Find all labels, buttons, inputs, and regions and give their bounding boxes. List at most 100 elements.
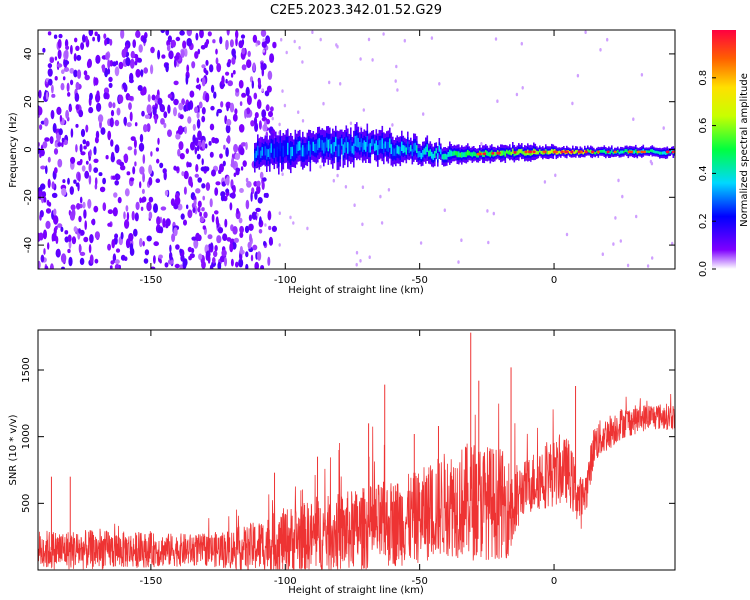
noise-blob bbox=[146, 201, 152, 212]
noise-blob bbox=[53, 148, 59, 155]
noise-speck bbox=[515, 92, 519, 97]
signal-peak bbox=[613, 150, 617, 154]
noise-blob bbox=[148, 164, 153, 175]
signal-band-core bbox=[522, 151, 525, 155]
noise-blob bbox=[217, 261, 222, 269]
signal-band-core bbox=[395, 147, 397, 157]
noise-blob bbox=[229, 39, 234, 48]
noise-blob bbox=[114, 144, 120, 154]
noise-blob bbox=[43, 117, 49, 127]
noise-speck bbox=[671, 241, 674, 246]
noise-blob bbox=[163, 111, 168, 119]
noise-blob bbox=[141, 188, 145, 194]
signal-band-core bbox=[309, 144, 312, 157]
noise-speck bbox=[565, 232, 569, 237]
noise-blob bbox=[262, 177, 267, 182]
signal-band-core bbox=[531, 150, 534, 155]
noise-blob bbox=[93, 146, 97, 156]
signal-peak bbox=[584, 150, 588, 154]
signal-band-core bbox=[576, 149, 579, 153]
y-tick-label: 1500 bbox=[21, 357, 32, 382]
signal-band-core bbox=[489, 151, 492, 158]
signal-band-core bbox=[626, 149, 628, 153]
signal-peak bbox=[482, 152, 487, 156]
noise-blob bbox=[110, 109, 115, 117]
signal-band-core bbox=[317, 139, 319, 151]
noise-speck bbox=[395, 64, 398, 69]
signal-band-core bbox=[329, 138, 331, 149]
noise-blob bbox=[201, 207, 205, 212]
noise-speck bbox=[281, 172, 284, 176]
noise-blob bbox=[223, 144, 226, 150]
signal-peak bbox=[642, 150, 647, 154]
signal-band-core bbox=[573, 151, 576, 155]
noise-blob bbox=[175, 133, 181, 140]
noise-blob bbox=[56, 63, 63, 68]
noise-blob bbox=[167, 129, 172, 137]
noise-blob bbox=[39, 210, 44, 218]
signal-band-core bbox=[578, 152, 580, 155]
noise-speck bbox=[361, 222, 364, 227]
noise-blob bbox=[191, 236, 197, 241]
signal-peak bbox=[513, 151, 517, 154]
noise-blob bbox=[192, 134, 196, 144]
noise-blob bbox=[253, 116, 258, 126]
signal-band-core bbox=[276, 146, 279, 157]
signal-band-core bbox=[554, 149, 556, 152]
noise-speck bbox=[521, 86, 524, 90]
noise-speck bbox=[492, 211, 495, 216]
noise-blob bbox=[201, 183, 206, 189]
noise-blob bbox=[272, 41, 277, 49]
noise-blob bbox=[133, 228, 138, 237]
noise-blob bbox=[104, 38, 108, 46]
noise-blob bbox=[79, 251, 86, 256]
signal-band-core bbox=[369, 143, 372, 153]
signal-band-core bbox=[263, 147, 265, 156]
signal-band-core bbox=[425, 146, 427, 155]
noise-speck bbox=[443, 208, 446, 212]
signal-band-core bbox=[284, 144, 286, 154]
noise-blob bbox=[192, 207, 196, 214]
noise-speck bbox=[362, 108, 365, 112]
noise-blob bbox=[261, 40, 267, 49]
signal-peak bbox=[606, 150, 610, 154]
noise-blob bbox=[215, 216, 219, 226]
noise-blob bbox=[84, 35, 88, 43]
noise-blob bbox=[55, 236, 59, 244]
noise-blob bbox=[88, 175, 92, 185]
noise-speck bbox=[262, 38, 265, 42]
noise-blob bbox=[83, 145, 87, 150]
noise-blob bbox=[109, 38, 113, 46]
signal-band-core bbox=[396, 145, 399, 154]
noise-blob bbox=[210, 105, 215, 111]
noise-blob bbox=[170, 39, 176, 48]
signal-band-core bbox=[467, 149, 469, 156]
signal-band-core bbox=[384, 141, 387, 149]
noise-blob bbox=[112, 175, 116, 180]
noise-blob bbox=[135, 68, 141, 78]
noise-speck bbox=[311, 30, 314, 34]
noise-blob bbox=[244, 109, 247, 119]
noise-blob bbox=[215, 48, 218, 55]
noise-blob bbox=[159, 162, 164, 169]
noise-blob bbox=[226, 61, 231, 68]
signal-peak bbox=[491, 152, 495, 155]
noise-blob bbox=[75, 81, 80, 91]
noise-speck bbox=[606, 37, 609, 42]
signal-band-core bbox=[278, 149, 280, 161]
noise-blob bbox=[208, 141, 212, 146]
noise-blob bbox=[261, 109, 267, 118]
noise-blob bbox=[241, 92, 247, 98]
noise-blob bbox=[71, 236, 77, 245]
noise-blob bbox=[267, 70, 273, 81]
noise-blob bbox=[94, 258, 99, 264]
noise-blob bbox=[40, 165, 46, 170]
signal-band-core bbox=[588, 150, 591, 153]
snr-series-line bbox=[38, 393, 675, 570]
noise-blob bbox=[213, 250, 218, 258]
noise-blob bbox=[201, 139, 206, 150]
noise-blob bbox=[49, 263, 54, 269]
signal-band-core bbox=[548, 150, 550, 155]
noise-blob bbox=[168, 50, 174, 60]
